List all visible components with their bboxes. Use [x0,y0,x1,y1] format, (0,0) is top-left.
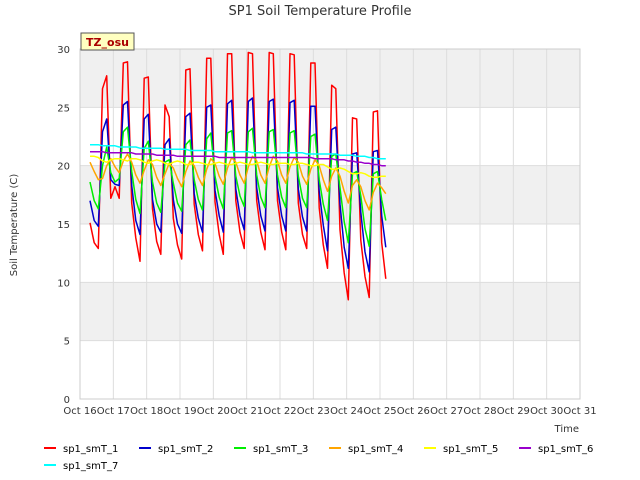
plot-frame [79,48,581,400]
x-tick-label: Oct 19 [163,406,196,417]
y-tick-label: 10 [57,278,70,289]
legend-label: sp1_smT_7 [63,461,118,472]
x-tick-label: Oct 30 [530,406,563,417]
station-badge-label: TZ_osu [86,36,129,49]
x-tick-label: Oct 27 [430,406,463,417]
x-tick-label: Oct 16 [63,406,96,417]
y-axis-ticks: 0 5 10 15 20 25 30 [57,45,70,406]
y-tick-label: 25 [57,103,70,114]
x-tick-label: Oct 25 [363,406,396,417]
chart-title: SP1 Soil Temperature Profile [229,4,412,19]
x-tick-label: Oct 22 [263,406,296,417]
x-axis-ticks: Oct 16 Oct 17 Oct 18 Oct 19 Oct 20 Oct 21 Oct … [63,406,596,417]
legend-label: sp1_smT_3 [253,444,308,455]
x-tick-label: Oct 28 [463,406,496,417]
x-tick-label: Oct 26 [397,406,430,417]
background-band [80,49,580,108]
x-tick-label: Oct 24 [330,406,363,417]
series-line-sp1_smT_5 [90,155,386,179]
x-tick-label: Oct 20 [197,406,230,417]
series-line-sp1_smT_1 [89,51,387,301]
series-line-sp1_smT_2 [89,97,387,273]
x-axis-label: Time [554,424,579,435]
y-tick-label: 20 [57,162,70,173]
legend-label: sp1_smT_6 [538,444,593,455]
x-tick-label: Oct 31 [563,406,596,417]
y-tick-label: 0 [64,395,70,406]
y-tick-label: 5 [64,337,70,348]
legend-label: sp1_smT_2 [158,444,213,455]
station-badge: TZ_osu [80,32,135,51]
x-tick-label: Oct 23 [297,406,330,417]
series-lines [89,51,387,301]
x-tick-label: Oct 29 [497,406,530,417]
legend-label: sp1_smT_1 [63,444,118,455]
series-line-sp1_smT_7 [90,143,386,160]
legend-label: sp1_smT_4 [348,444,403,455]
y-tick-label: 30 [57,45,70,56]
series-line-sp1_smT_6 [90,150,386,167]
legend-label: sp1_smT_5 [443,444,498,455]
y-tick-label: 15 [57,220,70,231]
x-tick-label: Oct 21 [230,406,263,417]
background-band [80,282,580,341]
legend: sp1_smT_1 sp1_smT_2 sp1_smT_3 sp1_smT_4 sp1_… [44,444,593,472]
station-badge-box [80,32,135,51]
y-axis-label: Soil Temperature (C) [9,174,20,277]
x-tick-label: Oct 18 [130,406,163,417]
x-tick-label: Oct 17 [97,406,130,417]
